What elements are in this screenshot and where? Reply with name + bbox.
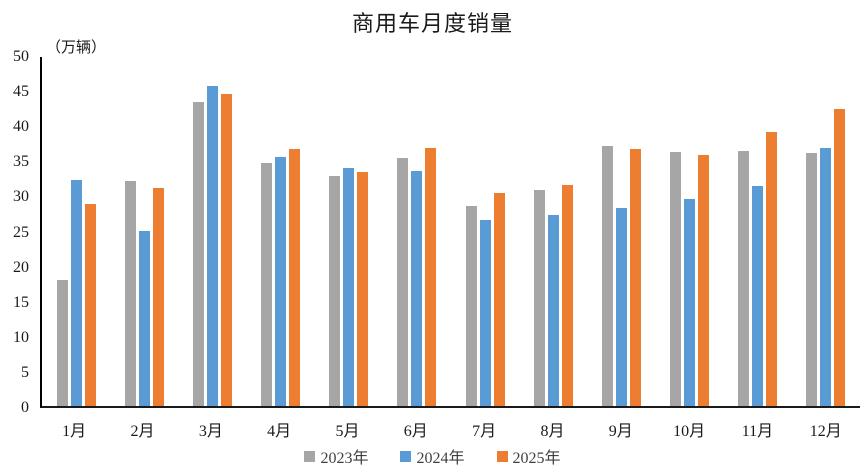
bar-2025年-8月 [561, 184, 573, 406]
bar-2023年-9月 [601, 146, 613, 406]
bar-2025年-2月 [152, 188, 164, 406]
x-axis-label-5月: 5月 [335, 423, 360, 440]
bar-2025年-1月 [84, 203, 96, 406]
x-axis-label-4月: 4月 [267, 423, 292, 440]
chart-title: 商用车月度销量 [351, 11, 513, 36]
x-axis-label-9月: 9月 [608, 423, 633, 440]
bar-series-container [42, 57, 860, 406]
legend-swatch-icon [304, 450, 316, 462]
bar-2023年-8月 [533, 190, 545, 406]
bar-2024年-5月 [343, 167, 355, 406]
bar-2025年-5月 [357, 172, 369, 406]
bar-2024年-7月 [479, 219, 491, 406]
bar-group-8月 [519, 57, 587, 406]
x-axis-label-7月: 7月 [472, 423, 497, 440]
chart-legend: 2023年 2024年 2025年 [0, 444, 865, 468]
bar-2024年-8月 [547, 215, 559, 406]
bar-2025年-4月 [289, 149, 301, 406]
bar-2023年-11月 [738, 150, 750, 406]
bar-2023年-5月 [329, 175, 341, 406]
y-axis-tick-label: 25 [13, 223, 29, 241]
bar-2024年-2月 [138, 230, 150, 406]
y-axis-tick-label: 5 [21, 363, 29, 381]
bar-group-7月 [451, 57, 519, 406]
bar-2025年-3月 [220, 94, 232, 406]
bar-group-6月 [383, 57, 451, 406]
bar-group-12月 [792, 57, 860, 406]
x-axis-label-6月: 6月 [403, 423, 428, 440]
y-axis-tick-label: 20 [13, 258, 29, 276]
bar-2023年-10月 [670, 151, 682, 406]
y-axis-tick-label: 50 [13, 48, 29, 65]
x-axis-label-11月: 11月 [741, 423, 774, 440]
y-axis-tick-label: 0 [21, 399, 29, 416]
legend-item-2023年: 2023年 [304, 444, 368, 468]
bar-2024年-6月 [411, 170, 423, 406]
legend-item-2025年: 2025年 [496, 444, 561, 468]
bar-2025年-7月 [493, 193, 505, 406]
y-axis-tick-label: 10 [13, 328, 29, 346]
bar-group-5月 [315, 57, 383, 406]
x-axis-label-10月: 10月 [673, 423, 706, 440]
bar-2023年-12月 [806, 152, 818, 406]
plot-area [40, 57, 860, 408]
bar-2024年-4月 [275, 156, 287, 406]
bar-group-11月 [724, 57, 792, 406]
bar-2023年-2月 [124, 180, 136, 406]
x-axis-labels: 1月 2月 3月 4月 5月 6月 7月 8月 9月 10月 11月 12月 [40, 417, 860, 441]
bar-2025年-12月 [834, 109, 846, 406]
bar-group-4月 [247, 57, 315, 406]
bar-2024年-9月 [615, 208, 627, 406]
y-axis-unit-label: （万辆） [46, 40, 107, 56]
x-axis-label-3月: 3月 [198, 423, 223, 440]
y-axis-tick-label: 15 [13, 293, 29, 311]
bar-2024年-3月 [206, 85, 218, 406]
bar-2024年-1月 [70, 179, 82, 406]
bar-2024年-12月 [820, 148, 832, 406]
y-axis-tick-label: 45 [13, 83, 29, 101]
legend-item-2024年: 2024年 [400, 444, 465, 468]
x-axis-label-1月: 1月 [62, 423, 87, 440]
bar-2025年-9月 [629, 149, 641, 406]
legend-swatch-icon [400, 450, 412, 462]
legend-label: 2025年 [512, 450, 561, 467]
legend-swatch-icon [496, 450, 508, 462]
bar-group-2月 [110, 57, 178, 406]
bar-2023年-1月 [56, 280, 68, 406]
y-axis-tick-labels: 0 5 10 15 20 25 30 35 40 45 50 [0, 48, 33, 416]
bar-2023年-7月 [465, 206, 477, 406]
bar-group-9月 [587, 57, 655, 406]
y-axis-tick-label: 40 [13, 118, 29, 136]
bar-group-1月 [42, 57, 110, 406]
bar-2025年-6月 [425, 148, 437, 406]
bar-2024年-10月 [684, 198, 696, 406]
bar-2025年-11月 [766, 132, 778, 406]
bar-2023年-6月 [397, 158, 409, 406]
bar-2023年-3月 [192, 102, 204, 406]
y-axis-tick-label: 30 [13, 188, 29, 206]
bar-2023年-4月 [261, 163, 273, 406]
x-axis-label-12月: 12月 [809, 423, 842, 440]
bar-group-3月 [178, 57, 246, 406]
x-axis-label-2月: 2月 [130, 423, 155, 440]
bar-group-10月 [656, 57, 724, 406]
bar-2024年-11月 [752, 186, 764, 406]
legend-label: 2024年 [416, 450, 465, 467]
bar-2025年-10月 [698, 154, 710, 406]
y-axis-tick-label: 35 [13, 153, 29, 171]
legend-label: 2023年 [320, 450, 369, 467]
x-axis-label-8月: 8月 [540, 423, 565, 440]
